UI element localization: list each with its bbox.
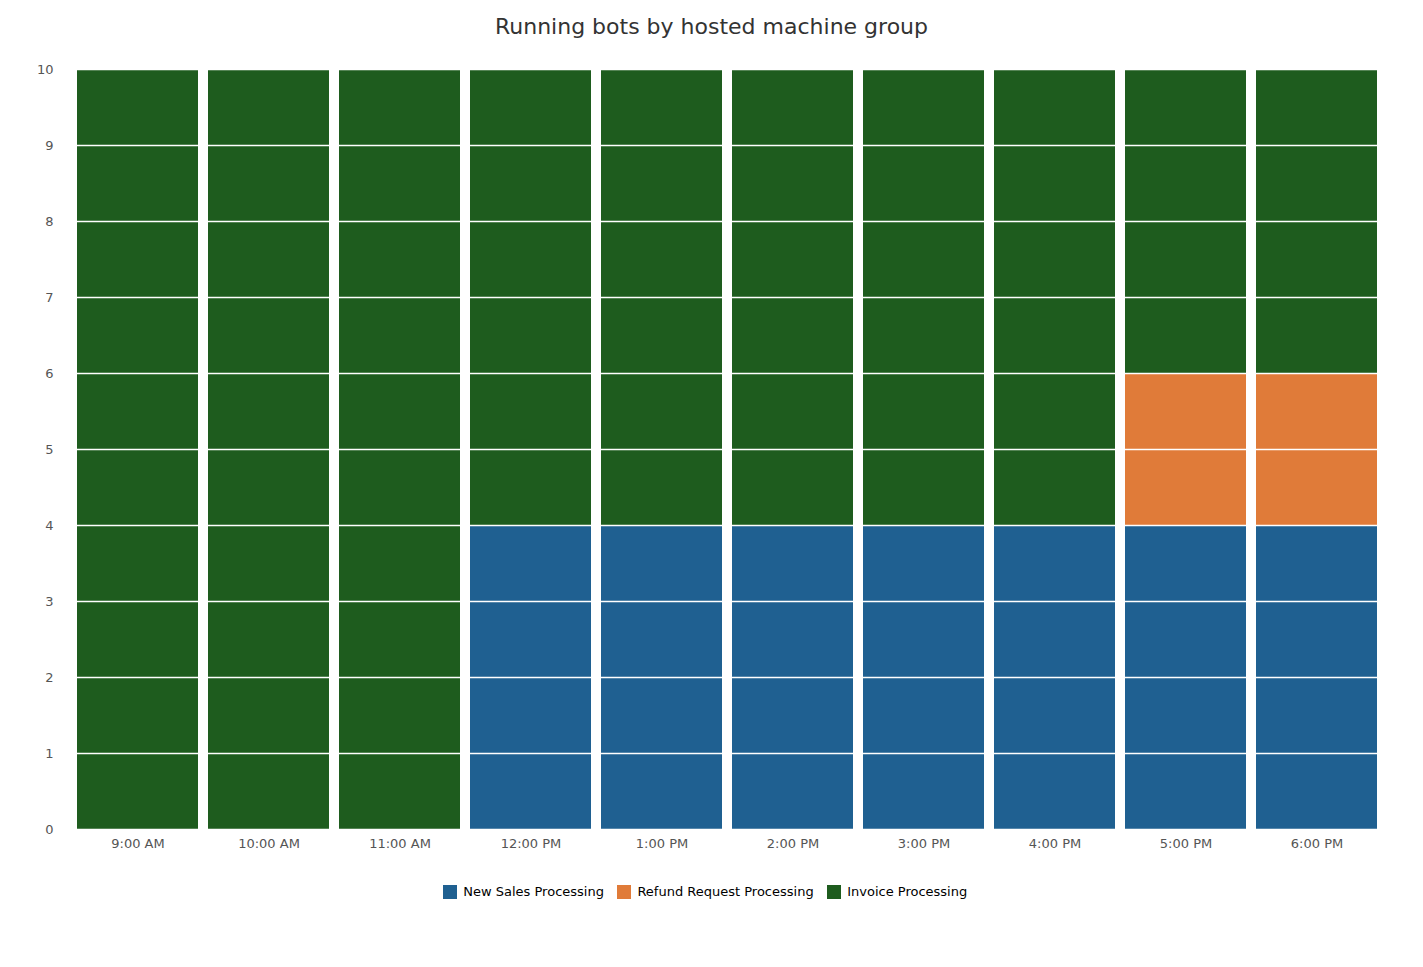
svg-text:9:00 AM: 9:00 AM <box>111 836 164 851</box>
svg-text:11:00 AM: 11:00 AM <box>369 836 431 851</box>
svg-text:0: 0 <box>45 822 53 837</box>
svg-text:7: 7 <box>45 290 53 305</box>
html-text:Running bots by hosted machine: Running bots by hosted machine group <box>495 14 928 39</box>
svg-text:6: 6 <box>45 366 53 381</box>
svg-text:5:00 PM: 5:00 PM <box>1159 836 1211 851</box>
svg-text:8: 8 <box>45 214 53 229</box>
svg-text:2:00 PM: 2:00 PM <box>766 836 818 851</box>
svg-text:5: 5 <box>45 442 53 457</box>
svg-text:1: 1 <box>45 746 53 761</box>
svg-text:10: 10 <box>36 62 53 77</box>
html-text:Refund Request Processing: Refund Request Processing <box>637 884 814 899</box>
svg-text:1:00 PM: 1:00 PM <box>635 836 687 851</box>
svg-text:6:00 PM: 6:00 PM <box>1290 836 1342 851</box>
svg-text:9: 9 <box>45 138 53 153</box>
svg-text:4:00 PM: 4:00 PM <box>1028 836 1080 851</box>
html-text:New Sales Processing: New Sales Processing <box>463 884 604 899</box>
svg-text:3: 3 <box>45 594 53 609</box>
svg-text:4: 4 <box>45 518 53 533</box>
svg-text:12:00 PM: 12:00 PM <box>500 836 561 851</box>
svg-text:10:00 AM: 10:00 AM <box>238 836 300 851</box>
svg-text:3:00 PM: 3:00 PM <box>897 836 949 851</box>
html-text:Invoice Processing: Invoice Processing <box>847 884 968 899</box>
svg-text:2: 2 <box>45 670 53 685</box>
